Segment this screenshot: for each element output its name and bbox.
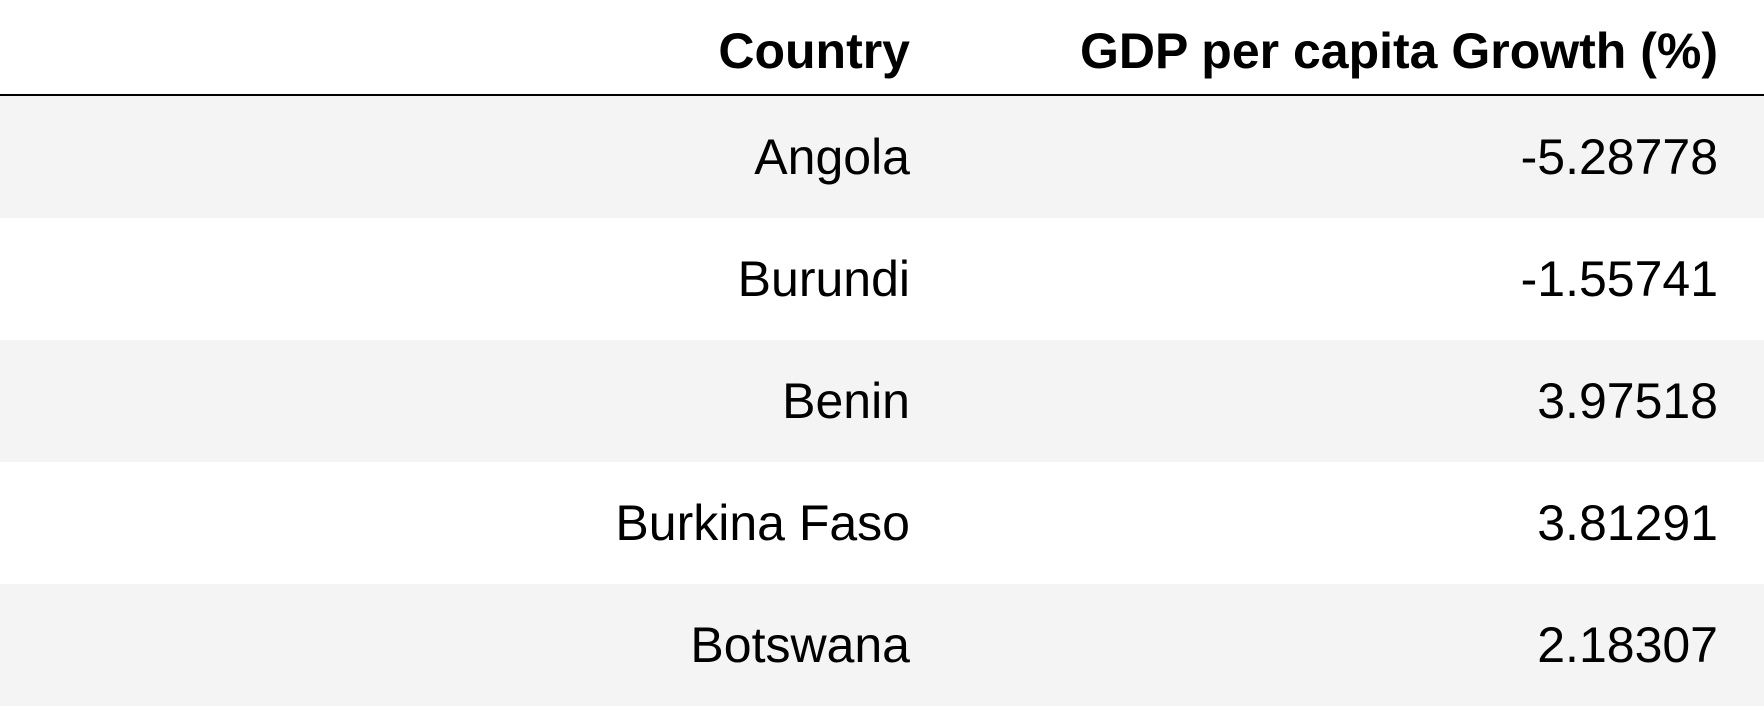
- cell-country: Angola: [754, 129, 910, 185]
- cell-country: Burkina Faso: [615, 495, 910, 551]
- header-country: Country: [718, 23, 910, 79]
- table-row: Benin 3.97518: [0, 340, 1764, 462]
- table-row: Botswana 2.18307: [0, 584, 1764, 706]
- header-gdp-growth: GDP per capita Growth (%): [1079, 23, 1718, 79]
- cell-country: Burundi: [737, 251, 910, 307]
- table-row: Burkina Faso 3.81291: [0, 462, 1764, 584]
- table-header-row: Country GDP per capita Growth (%): [0, 0, 1764, 96]
- table-row: Burundi -1.55741: [0, 218, 1764, 340]
- cell-gdp-growth: 3.81291: [1537, 495, 1718, 551]
- cell-country: Botswana: [690, 617, 910, 673]
- cell-gdp-growth: -5.28778: [1520, 129, 1718, 185]
- cell-country: Benin: [782, 373, 910, 429]
- cell-gdp-growth: 3.97518: [1537, 373, 1718, 429]
- cell-gdp-growth: 2.18307: [1537, 617, 1718, 673]
- cell-gdp-growth: -1.55741: [1520, 251, 1718, 307]
- table-row: Angola -5.28778: [0, 96, 1764, 218]
